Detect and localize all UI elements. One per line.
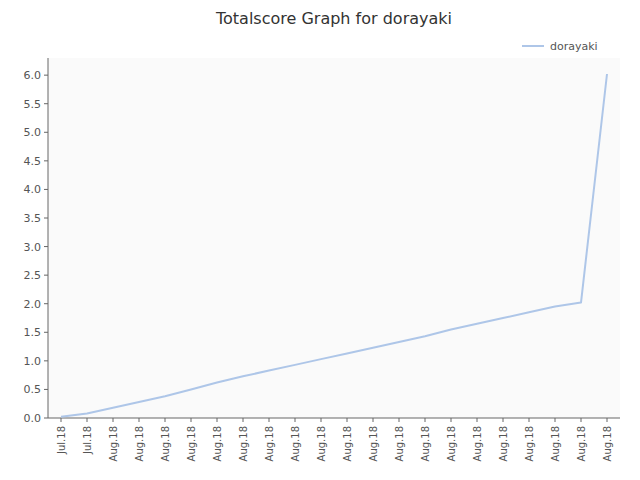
y-tick-label: 0.0 — [24, 412, 42, 425]
y-tick — [44, 332, 48, 333]
x-tick — [243, 418, 244, 422]
legend-label: dorayaki — [550, 40, 598, 53]
y-tick — [44, 360, 48, 361]
x-tick — [61, 418, 62, 422]
x-tick — [165, 418, 166, 422]
x-tick — [399, 418, 400, 422]
y-tick — [44, 103, 48, 104]
x-tick — [113, 418, 114, 422]
x-tick — [87, 418, 88, 422]
y-axis-line — [48, 58, 49, 418]
x-tick-label: Aug.18 — [498, 426, 509, 461]
chart-title: Totalscore Graph for dorayaki — [215, 9, 452, 28]
y-tick — [44, 75, 48, 76]
y-tick — [44, 389, 48, 390]
x-tick-label: Jul.18 — [82, 426, 93, 455]
y-tick — [44, 189, 48, 190]
x-tick-label: Aug.18 — [550, 426, 561, 461]
y-tick — [44, 275, 48, 276]
plot-background — [48, 58, 620, 418]
y-tick — [44, 218, 48, 219]
y-tick-label: 0.5 — [24, 383, 42, 396]
x-tick — [191, 418, 192, 422]
series-line — [61, 74, 607, 417]
x-tick-label: Aug.18 — [290, 426, 301, 461]
x-axis: Jul.18 Jul.18 Aug.18 Aug.18 Aug.18 Aug.18 Aug.… — [48, 418, 620, 461]
y-tick — [44, 418, 48, 419]
y-tick-label: 5.5 — [24, 98, 42, 111]
x-tick-label: Aug.18 — [576, 426, 587, 461]
x-tick — [269, 418, 270, 422]
y-tick-label: 2.0 — [24, 298, 42, 311]
x-tick-label: Aug.18 — [134, 426, 145, 461]
x-tick — [555, 418, 556, 422]
x-tick-label: Aug.18 — [264, 426, 275, 461]
x-tick — [477, 418, 478, 422]
x-tick — [347, 418, 348, 422]
x-tick — [217, 418, 218, 422]
x-tick — [607, 418, 608, 422]
chart-svg: 0.0 0.5 1.0 1.5 2.0 2.5 3.0 3.5 4.0 4.5 5.0 5.5 6.0 J… — [0, 0, 640, 480]
legend: dorayaki — [522, 40, 598, 53]
x-tick-label: Aug.18 — [186, 426, 197, 461]
x-tick-label: Aug.18 — [394, 426, 405, 461]
x-tick — [451, 418, 452, 422]
x-tick-label: Aug.18 — [212, 426, 223, 461]
x-tick — [295, 418, 296, 422]
x-tick-label: Aug.18 — [420, 426, 431, 461]
y-tick-label: 5.0 — [24, 126, 42, 139]
x-tick — [425, 418, 426, 422]
x-tick-label: Aug.18 — [368, 426, 379, 461]
x-tick — [503, 418, 504, 422]
y-tick-label: 4.0 — [24, 183, 42, 196]
x-tick-label: Aug.18 — [446, 426, 457, 461]
y-tick-label: 6.0 — [24, 69, 42, 82]
x-tick-label: Aug.18 — [342, 426, 353, 461]
x-tick-label: Aug.18 — [524, 426, 535, 461]
x-tick-label: Jul.18 — [56, 426, 67, 455]
x-tick-label: Aug.18 — [238, 426, 249, 461]
legend-swatch — [522, 45, 544, 47]
x-tick — [321, 418, 322, 422]
x-tick-label: Aug.18 — [602, 426, 613, 461]
x-axis-line — [48, 418, 620, 419]
y-tick — [44, 160, 48, 161]
y-tick-label: 1.5 — [24, 326, 42, 339]
plot-area — [61, 74, 607, 417]
x-tick-label: Aug.18 — [316, 426, 327, 461]
y-tick — [44, 303, 48, 304]
x-tick-label: Aug.18 — [108, 426, 119, 461]
y-tick-label: 2.5 — [24, 269, 42, 282]
y-tick — [44, 132, 48, 133]
x-tick — [139, 418, 140, 422]
x-tick-label: Aug.18 — [472, 426, 483, 461]
chart-container: 0.0 0.5 1.0 1.5 2.0 2.5 3.0 3.5 4.0 4.5 5.0 5.5 6.0 J… — [0, 0, 640, 480]
y-tick-label: 3.0 — [24, 241, 42, 254]
x-tick — [581, 418, 582, 422]
y-tick — [44, 246, 48, 247]
y-tick-label: 4.5 — [24, 155, 42, 168]
x-tick — [373, 418, 374, 422]
y-tick-label: 3.5 — [24, 212, 42, 225]
x-tick-label: Aug.18 — [160, 426, 171, 461]
y-tick-label: 1.0 — [24, 355, 42, 368]
y-axis: 0.0 0.5 1.0 1.5 2.0 2.5 3.0 3.5 4.0 4.5 5.0 5.5 6.0 — [24, 58, 49, 425]
x-tick — [529, 418, 530, 422]
